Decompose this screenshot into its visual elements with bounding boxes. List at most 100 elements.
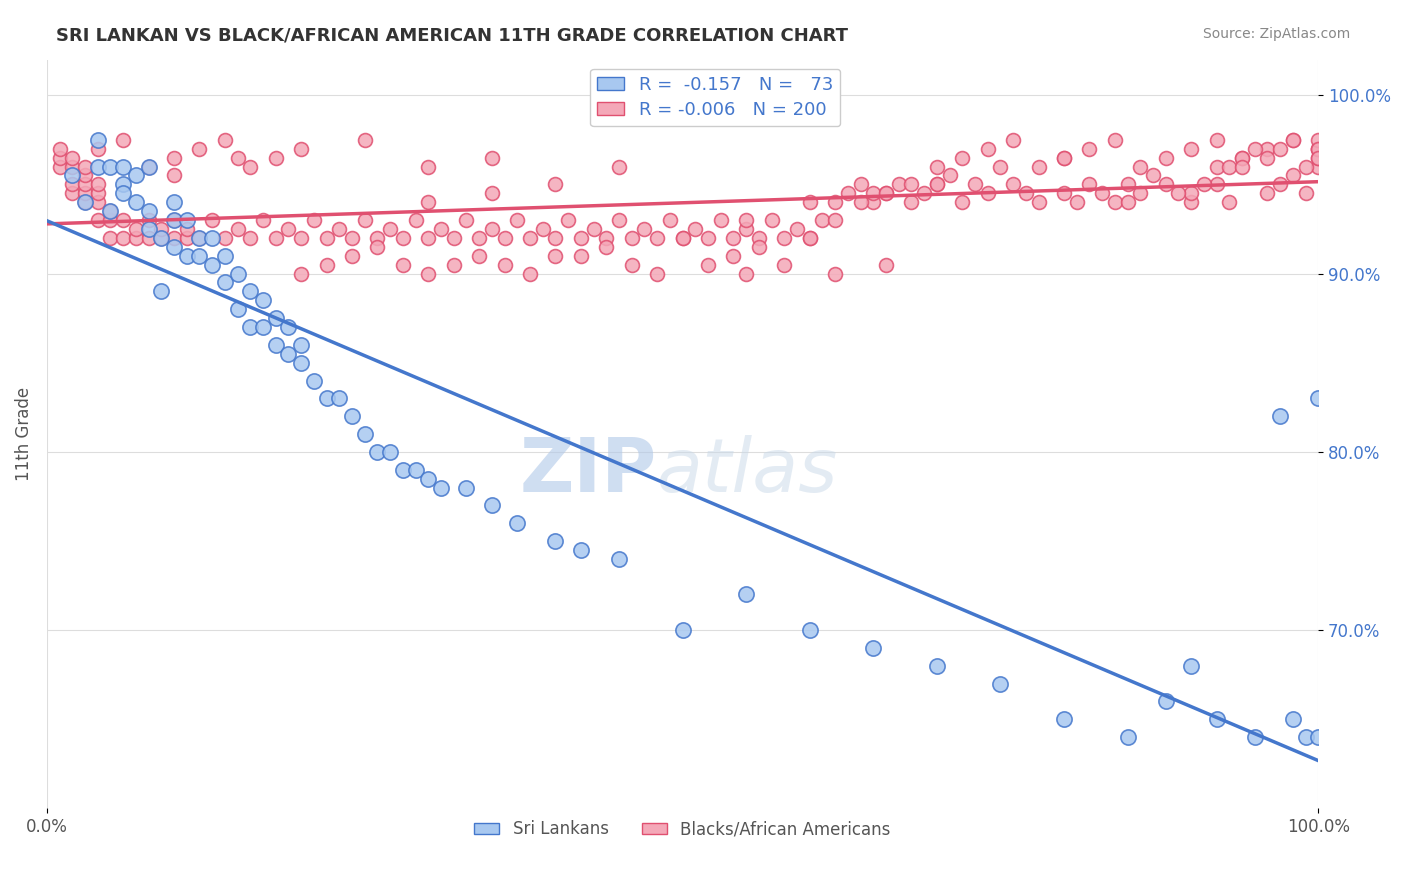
Point (1308, 730, 1330, 744)
Point (1230, 160, 1253, 174)
Point (1028, 160, 1050, 174)
Point (481, 186, 503, 201)
Point (1282, 133, 1305, 147)
Point (1218, 195, 1240, 210)
Point (544, 231, 567, 245)
Point (48, 151, 70, 165)
Point (87, 186, 110, 201)
Point (1002, 133, 1025, 147)
Point (671, 231, 693, 245)
Point (138, 160, 160, 174)
Point (494, 231, 516, 245)
Point (900, 178, 922, 192)
Point (277, 222, 299, 236)
Point (125, 169, 148, 183)
Point (264, 311, 287, 326)
Point (188, 249, 211, 263)
Point (671, 623, 693, 637)
Point (150, 231, 173, 245)
Point (252, 213, 274, 227)
Point (353, 427, 375, 442)
Point (1180, 142, 1202, 156)
Point (607, 551, 630, 566)
Point (875, 186, 897, 201)
Point (900, 195, 922, 210)
Point (1256, 142, 1278, 156)
Point (87, 213, 110, 227)
Point (176, 222, 198, 236)
Point (824, 213, 846, 227)
Point (290, 231, 312, 245)
Point (1282, 712, 1305, 726)
Point (163, 231, 186, 245)
Point (658, 213, 681, 227)
Point (1078, 178, 1101, 192)
Point (112, 178, 135, 192)
Point (607, 213, 630, 227)
Point (328, 222, 350, 236)
Point (1053, 712, 1076, 726)
Point (188, 231, 211, 245)
Point (799, 195, 821, 210)
Point (1308, 133, 1330, 147)
Point (531, 222, 554, 236)
Point (456, 213, 478, 227)
Point (1243, 730, 1265, 744)
Point (430, 222, 453, 236)
Point (315, 392, 337, 406)
Point (950, 195, 973, 210)
Point (645, 267, 668, 281)
Point (264, 231, 287, 245)
Point (494, 258, 516, 272)
Point (1308, 142, 1330, 156)
Point (1116, 178, 1139, 192)
Point (392, 463, 415, 477)
Point (430, 481, 453, 495)
Point (773, 231, 796, 245)
Point (1053, 151, 1076, 165)
Point (1154, 151, 1177, 165)
Point (977, 186, 1000, 201)
Point (456, 481, 478, 495)
Point (214, 249, 236, 263)
Point (138, 213, 160, 227)
Point (392, 258, 415, 272)
Point (963, 178, 986, 192)
Point (73, 169, 96, 183)
Point (1066, 195, 1088, 210)
Point (226, 151, 249, 165)
Point (302, 374, 325, 388)
Point (214, 231, 236, 245)
Point (1205, 712, 1227, 726)
Point (761, 213, 783, 227)
Point (125, 231, 148, 245)
Point (1230, 151, 1253, 165)
Point (1205, 133, 1227, 147)
Point (710, 213, 733, 227)
Point (990, 676, 1012, 690)
Point (773, 258, 796, 272)
Point (607, 160, 630, 174)
Text: atlas: atlas (657, 435, 838, 508)
Point (290, 356, 312, 370)
Point (1028, 195, 1050, 210)
Point (264, 151, 287, 165)
Point (150, 285, 173, 299)
Point (799, 231, 821, 245)
Point (87, 142, 110, 156)
Point (418, 231, 440, 245)
Point (1308, 151, 1330, 165)
Point (1192, 178, 1215, 192)
Point (481, 499, 503, 513)
Point (697, 258, 720, 272)
Point (620, 258, 643, 272)
Point (290, 267, 312, 281)
Point (315, 258, 337, 272)
Point (188, 142, 211, 156)
Point (824, 267, 846, 281)
Point (671, 231, 693, 245)
Point (138, 231, 160, 245)
Point (519, 231, 541, 245)
Point (799, 623, 821, 637)
Point (405, 213, 427, 227)
